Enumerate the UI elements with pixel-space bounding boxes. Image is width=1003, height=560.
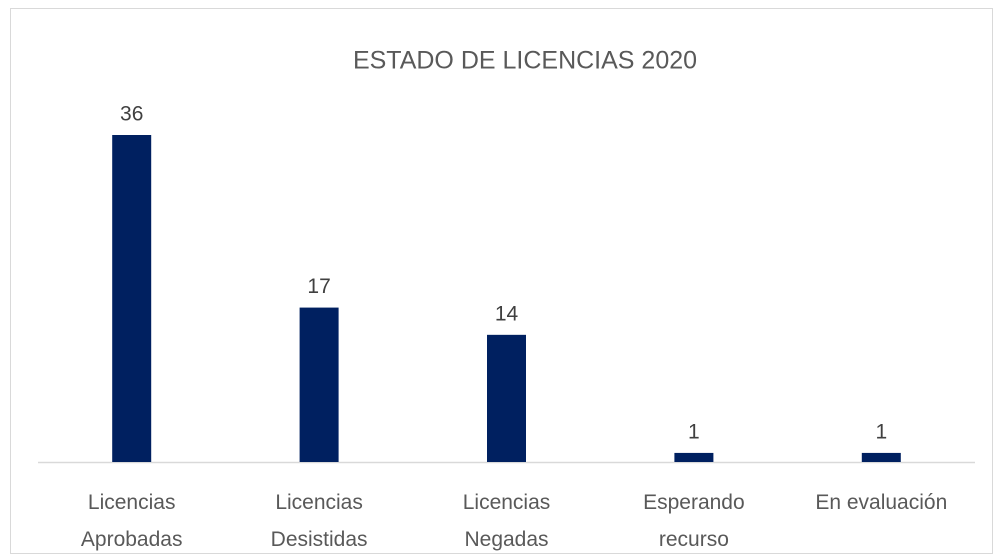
bar: [674, 452, 714, 462]
bar: [487, 334, 526, 462]
x-tick-label: Licencias Desistidas: [270, 491, 368, 551]
bar: [112, 135, 152, 462]
data-label: 17: [307, 275, 330, 298]
x-tick-label: Licencias Aprobadas: [80, 491, 183, 551]
bar: [861, 452, 901, 462]
x-tick-label: Esperando recurso: [643, 491, 745, 551]
chart-frame: [10, 8, 993, 554]
data-label: 36: [120, 103, 143, 126]
x-tick-label: En evaluación: [815, 491, 948, 514]
chart-title: ESTADO DE LICENCIAS 2020: [353, 47, 697, 75]
data-label: 14: [495, 302, 519, 325]
data-label: 1: [688, 420, 700, 443]
bar: [299, 307, 339, 462]
x-tick-label: Licencias Negadas: [462, 491, 551, 551]
data-label: 1: [875, 420, 887, 443]
